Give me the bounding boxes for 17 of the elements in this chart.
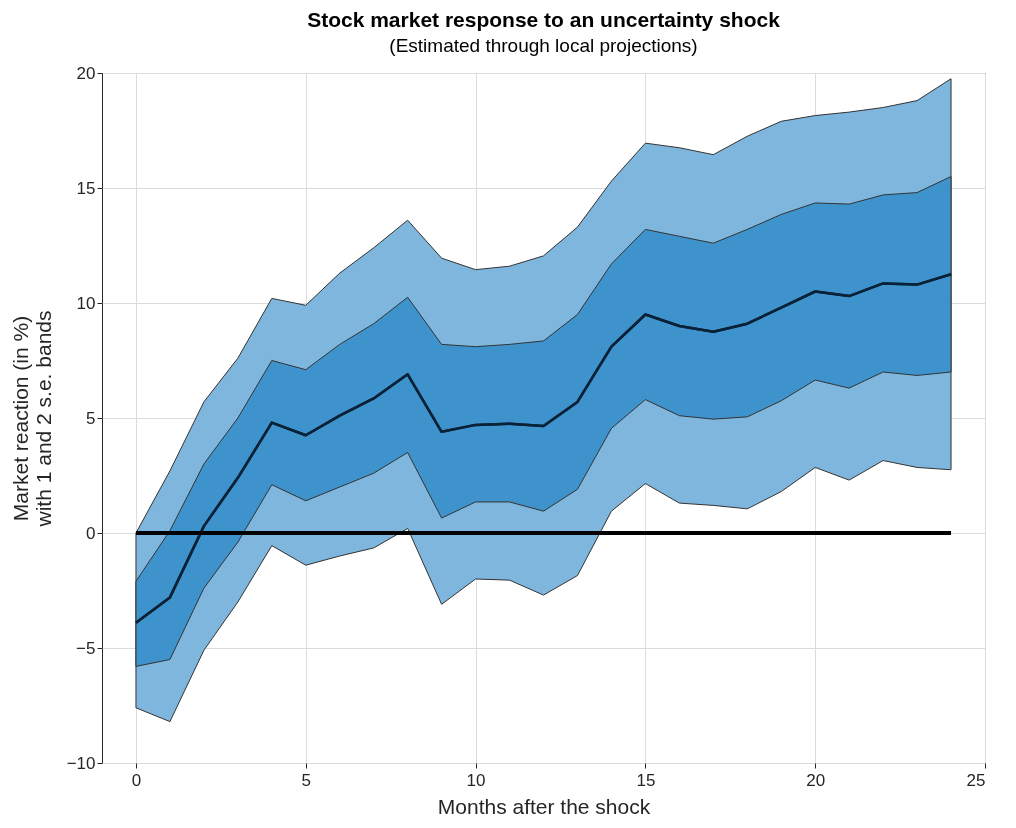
y-tick-label: 10 <box>76 293 96 313</box>
y-tick-label: −5 <box>76 638 96 658</box>
y-tick-label: 0 <box>86 523 96 543</box>
x-tick-label: 10 <box>466 770 486 790</box>
y-tick-label: 5 <box>86 408 96 428</box>
x-tick-label: 20 <box>806 770 826 790</box>
y-tick-label: 20 <box>76 63 96 83</box>
x-tick-label: 5 <box>301 770 311 790</box>
y-tick-label: −10 <box>66 753 96 773</box>
chart-title: Stock market response to an uncertainty shock <box>307 8 781 31</box>
y-tick-label: 15 <box>76 178 96 198</box>
x-axis-title: Months after the shock <box>437 794 651 818</box>
x-tick-label: 15 <box>636 770 656 790</box>
x-tick-label: 0 <box>131 770 142 790</box>
x-tick-label: 25 <box>966 770 986 790</box>
chart-subtitle: (Estimated through local projections) <box>389 35 698 56</box>
y-axis-title: Market reaction (in %) with 1 and 2 s.e. bands <box>8 310 55 528</box>
